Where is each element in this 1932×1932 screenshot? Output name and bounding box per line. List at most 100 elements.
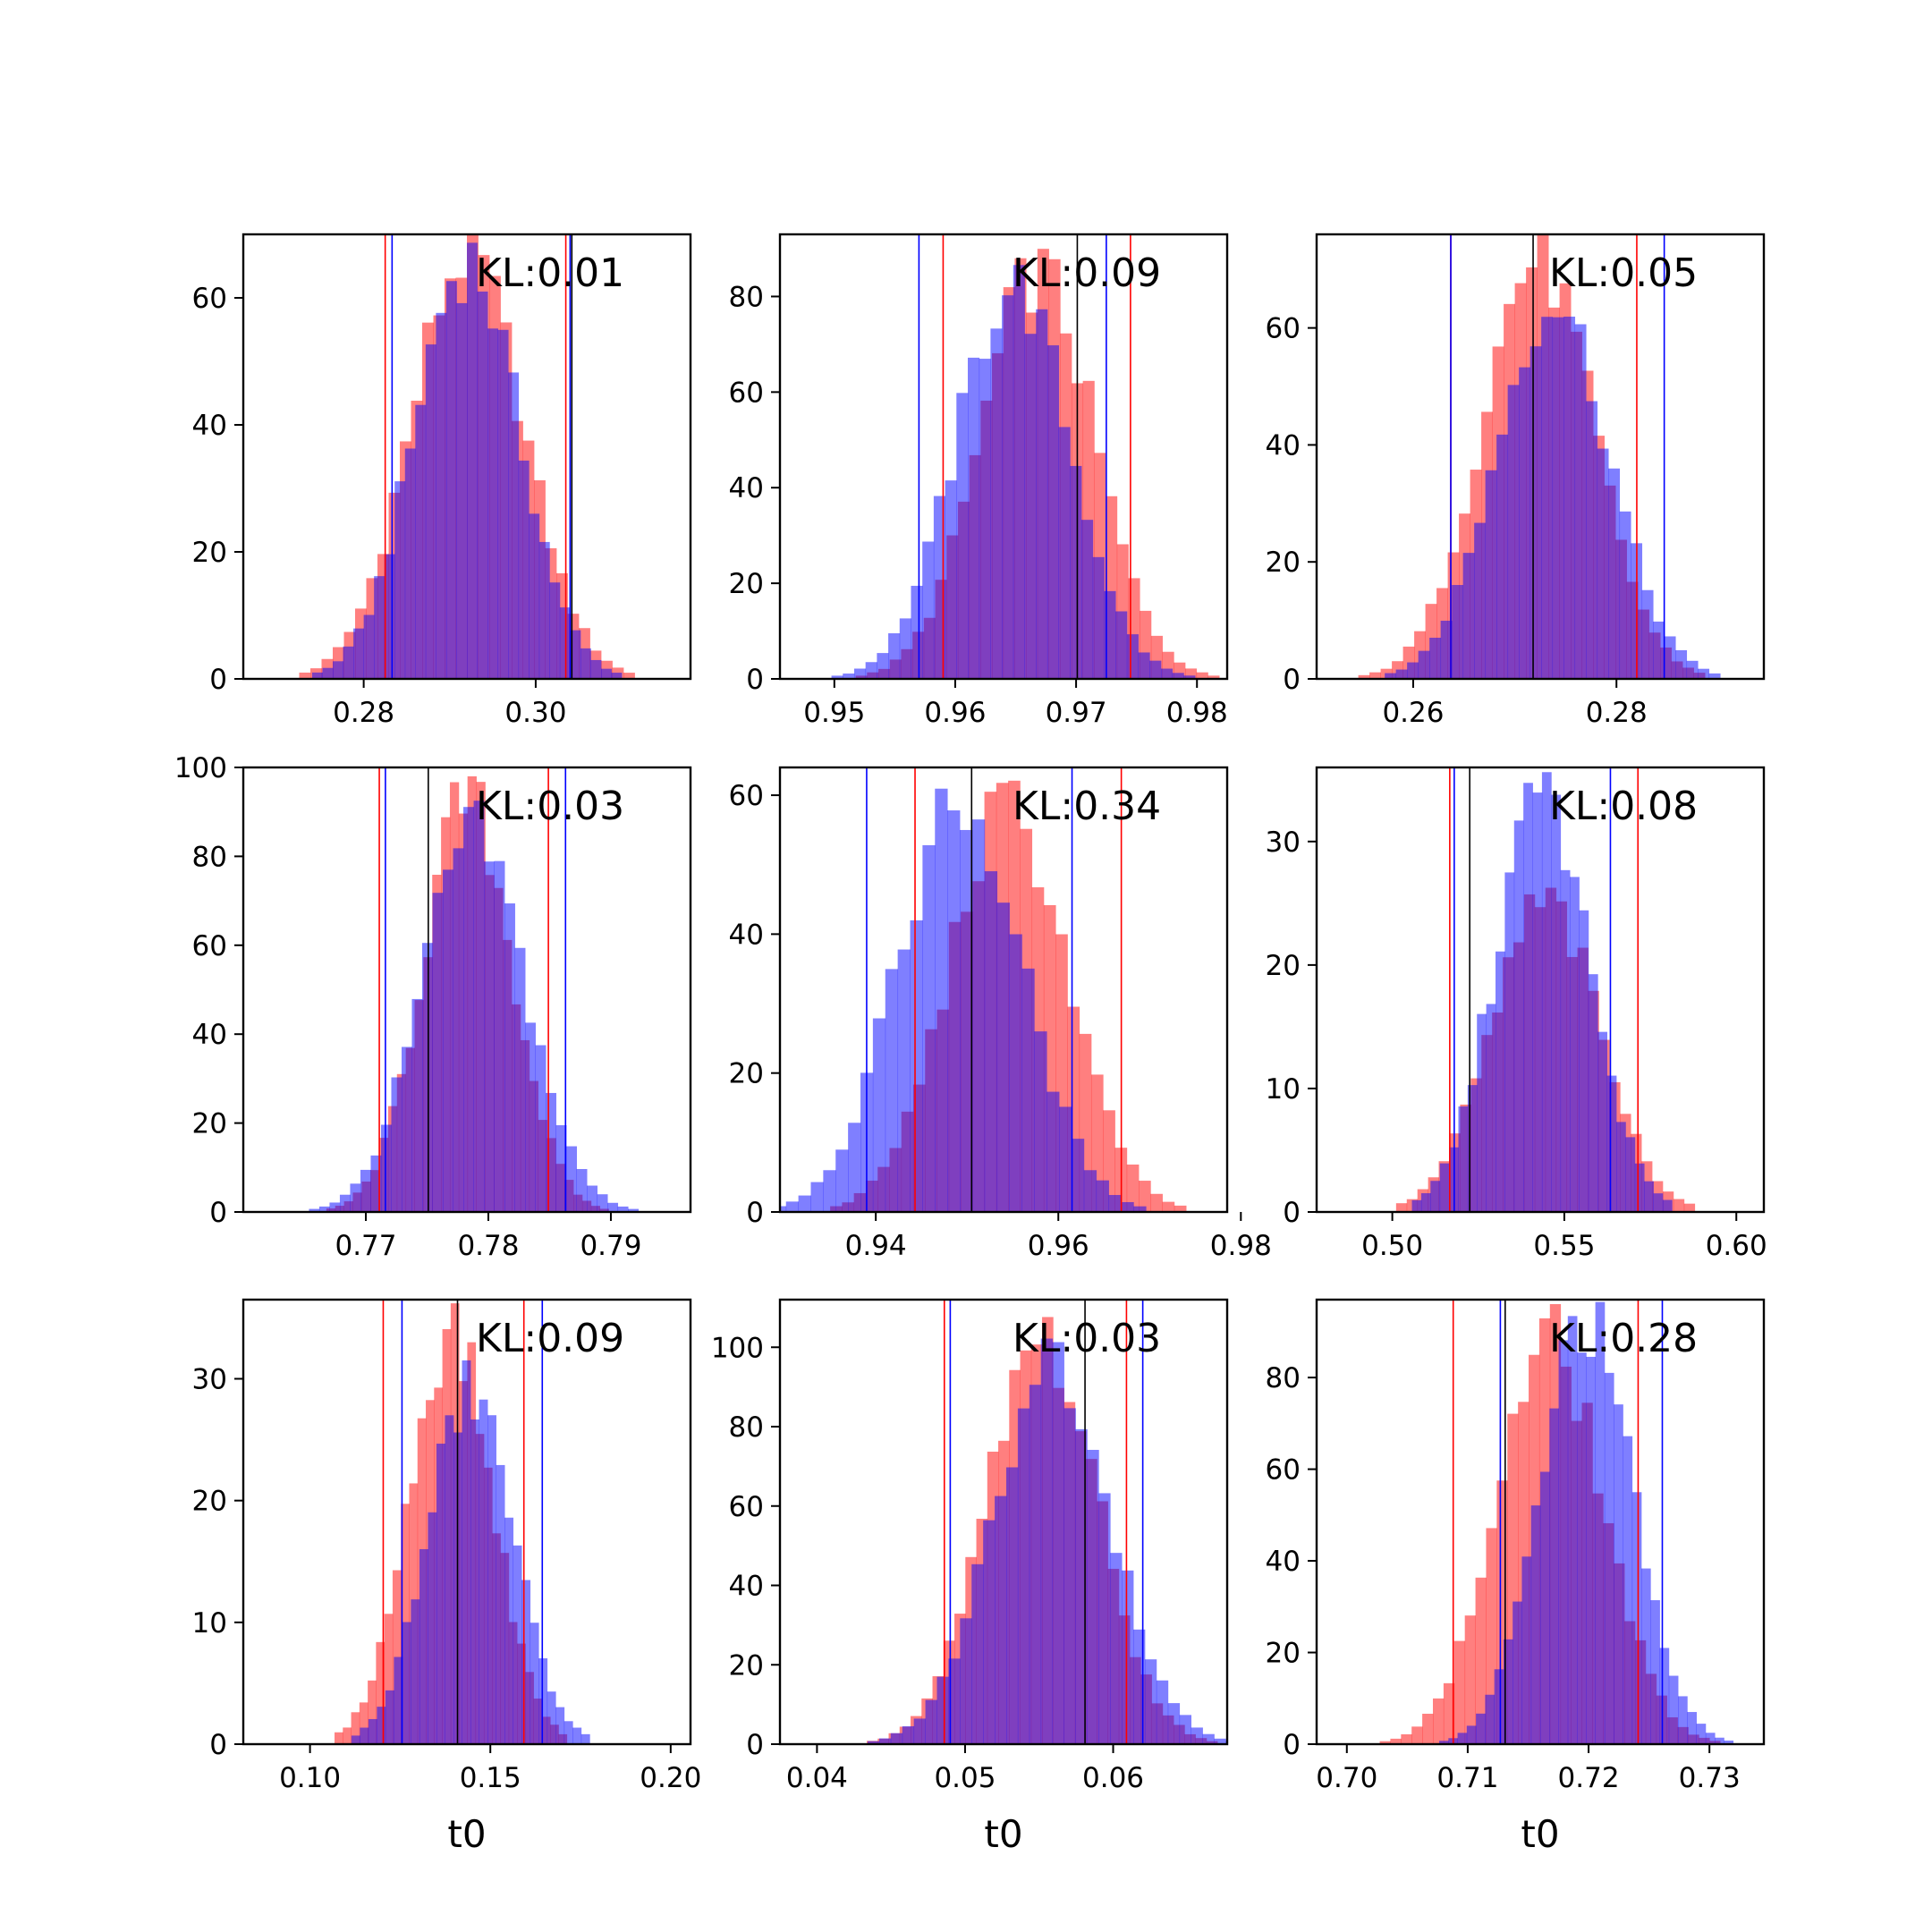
blue-hist-bar bbox=[911, 585, 923, 679]
red-hist-bar bbox=[623, 673, 635, 679]
blue-hist-bar bbox=[370, 1155, 382, 1212]
y-tick-label: 40 bbox=[1266, 429, 1301, 462]
x-tick-label: 0.05 bbox=[934, 1762, 996, 1794]
blue-hist-bar bbox=[394, 481, 406, 679]
x-tick-label: 0.10 bbox=[279, 1762, 341, 1794]
blue-hist-bar bbox=[1081, 520, 1094, 679]
blue-hist-bar bbox=[798, 1195, 811, 1212]
y-tick-label: 100 bbox=[711, 1332, 764, 1364]
blue-hist-bar bbox=[1092, 556, 1105, 679]
blue-hist-bar bbox=[479, 1399, 488, 1744]
kl-annotation: KL:0.28 bbox=[1549, 1316, 1698, 1361]
blue-hist-bar bbox=[1631, 1492, 1642, 1744]
blue-hist-bar bbox=[1420, 1193, 1431, 1212]
x-axis-label: t0 bbox=[984, 1812, 1022, 1856]
blue-hist-bar bbox=[546, 1092, 556, 1212]
blue-hist-bar bbox=[380, 1124, 392, 1212]
x-axis-label: t0 bbox=[447, 1812, 486, 1856]
y-tick-label: 0 bbox=[746, 1729, 764, 1761]
red-hist-bar bbox=[1433, 1698, 1445, 1744]
plot-area bbox=[1379, 1300, 1734, 1744]
blue-hist-bar bbox=[494, 860, 505, 1212]
kl-annotation: KL:0.09 bbox=[1013, 250, 1161, 296]
blue-hist-bar bbox=[1034, 1031, 1047, 1212]
x-tick-label: 0.98 bbox=[1210, 1230, 1272, 1262]
blue-hist-bar bbox=[1567, 1316, 1578, 1744]
blue-hist-bar bbox=[508, 372, 520, 679]
blue-hist-bar bbox=[497, 329, 509, 679]
blue-hist-bar bbox=[391, 1077, 402, 1212]
blue-hist-bar bbox=[1606, 1075, 1617, 1212]
blue-hist-bar bbox=[1541, 772, 1552, 1212]
y-tick-label: 20 bbox=[192, 1108, 227, 1140]
blue-hist-bar bbox=[1634, 1163, 1645, 1212]
blue-hist-bar bbox=[463, 807, 474, 1212]
x-tick-label: 0.71 bbox=[1436, 1762, 1498, 1794]
blue-hist-bar bbox=[1052, 1342, 1064, 1744]
blue-hist-bar bbox=[868, 1741, 880, 1744]
y-tick-label: 20 bbox=[729, 1649, 764, 1682]
blue-hist-bar bbox=[428, 1512, 437, 1744]
red-hist-bar bbox=[368, 1680, 377, 1744]
plot-area bbox=[780, 767, 1187, 1212]
blue-hist-bar bbox=[555, 1707, 565, 1744]
blue-hist-bar bbox=[1466, 1725, 1477, 1744]
blue-hist-bar bbox=[1659, 1648, 1670, 1744]
blue-hist-bar bbox=[1071, 1139, 1085, 1212]
blue-hist-bar bbox=[1191, 1727, 1203, 1744]
blue-hist-bar bbox=[990, 328, 1003, 679]
blue-hist-bar bbox=[995, 1496, 1007, 1744]
plot-area bbox=[1358, 234, 1721, 679]
blue-hist-bar bbox=[339, 1194, 351, 1212]
y-tick-label: 20 bbox=[729, 568, 764, 600]
blue-hist-bar bbox=[1640, 1568, 1651, 1744]
blue-hist-bar bbox=[960, 1618, 972, 1744]
x-tick-label: 0.50 bbox=[1361, 1230, 1423, 1262]
x-tick-label: 0.95 bbox=[803, 697, 865, 729]
blue-hist-bar bbox=[1563, 317, 1576, 679]
blue-hist-bar bbox=[971, 819, 986, 1212]
axes-frame bbox=[778, 766, 1229, 1214]
blue-hist-bar bbox=[1110, 1553, 1123, 1744]
y-tick-label: 60 bbox=[192, 283, 227, 315]
blue-hist-bar bbox=[538, 1658, 548, 1744]
blue-hist-bar bbox=[525, 1022, 536, 1212]
y-tick-label: 30 bbox=[1266, 826, 1301, 859]
blue-hist-bar bbox=[360, 1169, 371, 1212]
blue-hist-bar bbox=[1662, 1199, 1673, 1212]
blue-hist-bar bbox=[363, 614, 375, 679]
blue-hist-bar bbox=[1115, 611, 1128, 679]
blue-hist-bar bbox=[443, 869, 453, 1212]
axes-frame bbox=[1315, 233, 1766, 681]
red-hist-bar bbox=[376, 1641, 386, 1744]
blue-hist-bar bbox=[1608, 468, 1621, 679]
blue-hist-bar bbox=[897, 949, 911, 1212]
blue-hist-bar bbox=[1179, 1715, 1192, 1744]
red-hist-bar bbox=[1683, 1203, 1696, 1212]
blue-hist-bar bbox=[529, 513, 540, 679]
blue-hist-bar bbox=[564, 1721, 573, 1744]
blue-hist-bar bbox=[572, 1727, 582, 1744]
blue-hist-bar bbox=[1486, 1004, 1496, 1212]
blue-hist-bar bbox=[1586, 1356, 1597, 1744]
blue-hist-bar bbox=[504, 903, 515, 1212]
blue-hist-bar bbox=[1586, 401, 1598, 679]
red-hist-bar bbox=[1464, 1615, 1476, 1744]
blue-hist-bar bbox=[350, 1183, 361, 1212]
x-tick-label: 0.06 bbox=[1082, 1762, 1144, 1794]
x-tick-label: 0.97 bbox=[1046, 697, 1107, 729]
blue-hist-bar bbox=[1418, 650, 1430, 679]
y-tick-label: 0 bbox=[1283, 1197, 1301, 1229]
blue-hist-bar bbox=[1098, 1493, 1111, 1744]
red-hist-bar bbox=[384, 1614, 394, 1744]
blue-hist-bar bbox=[1149, 660, 1162, 679]
blue-hist-bar bbox=[1059, 1106, 1072, 1212]
kl-annotation: KL:0.34 bbox=[1013, 784, 1161, 829]
y-tick-label: 80 bbox=[192, 841, 227, 873]
blue-hist-bar bbox=[1686, 660, 1699, 679]
red-hist-bar bbox=[1162, 1201, 1175, 1212]
blue-hist-bar bbox=[899, 618, 911, 679]
blue-hist-bar bbox=[1507, 385, 1520, 679]
blue-hist-bar bbox=[1552, 317, 1564, 679]
